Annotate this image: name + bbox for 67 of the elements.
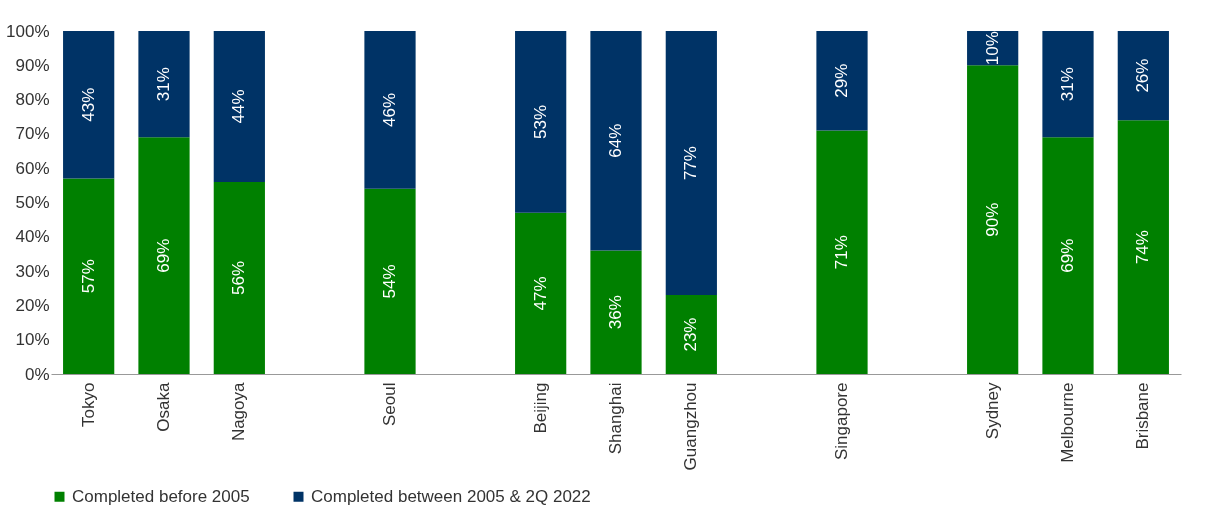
- bar: [138, 137, 190, 374]
- x-tick-label: Shanghai: [606, 382, 625, 455]
- data-label: 90%: [982, 202, 1002, 237]
- bar: [816, 31, 868, 131]
- bar: [665, 295, 717, 374]
- data-label: 53%: [530, 104, 550, 139]
- bar: [1042, 137, 1094, 374]
- y-tick-label: 60%: [15, 158, 50, 178]
- data-label: 29%: [832, 63, 851, 98]
- bar: [213, 31, 265, 182]
- x-tick-label: Beijing: [530, 382, 550, 434]
- data-label: 23%: [681, 317, 701, 352]
- x-tick-label: Seoul: [380, 382, 399, 426]
- x-tick-label: Singapore: [832, 382, 851, 461]
- bar: [213, 181, 265, 374]
- legend-label: Completed between 2005 & 2Q 2022: [311, 486, 591, 506]
- x-tick-label: Sydney: [982, 382, 1002, 440]
- bar: [590, 31, 642, 251]
- y-tick-label: 10%: [15, 330, 50, 350]
- x-tick-label: Nagoya: [229, 381, 249, 442]
- y-tick-label: 30%: [15, 261, 50, 281]
- y-tick-label: 80%: [15, 90, 50, 110]
- bar: [665, 31, 717, 296]
- data-label: 71%: [832, 235, 851, 270]
- y-tick-label: 70%: [15, 124, 50, 144]
- data-label: 56%: [229, 260, 249, 295]
- y-tick-label: 50%: [15, 193, 50, 212]
- x-tick-label: Osaka: [154, 381, 173, 432]
- bar: [63, 178, 115, 374]
- data-label: 57%: [78, 259, 98, 294]
- data-label: 31%: [154, 67, 173, 102]
- data-label: 46%: [380, 92, 399, 127]
- data-label: 10%: [982, 31, 1002, 66]
- x-tick-label: Brisbane: [1133, 382, 1153, 450]
- x-tick-label: Tokyo: [78, 382, 98, 427]
- x-tick-label: Guangzhou: [681, 382, 701, 471]
- bar: [364, 188, 416, 374]
- bar: [1042, 31, 1094, 138]
- data-label: 26%: [1133, 58, 1153, 93]
- bar: [1117, 120, 1169, 374]
- data-label: 64%: [606, 123, 625, 158]
- y-tick-label: 20%: [15, 295, 50, 315]
- x-tick-label: Melbourne: [1058, 382, 1077, 463]
- data-label: 47%: [530, 276, 550, 311]
- bar: [515, 212, 567, 374]
- data-label: 44%: [229, 89, 249, 124]
- legend-label: Completed before 2005: [72, 486, 250, 506]
- data-label: 36%: [606, 295, 625, 330]
- bar: [63, 31, 115, 179]
- y-tick-label: 90%: [15, 55, 50, 75]
- bar: [816, 130, 868, 374]
- y-tick-label: 100%: [6, 21, 50, 41]
- data-label: 74%: [1133, 230, 1153, 265]
- data-label: 77%: [681, 146, 701, 181]
- bar: [138, 31, 190, 138]
- y-tick-label: 40%: [15, 227, 50, 247]
- data-label: 43%: [78, 87, 98, 122]
- bar: [364, 31, 416, 189]
- y-tick-label: 0%: [24, 364, 50, 384]
- data-label: 31%: [1058, 67, 1077, 102]
- bar: [967, 65, 1019, 374]
- data-label: 69%: [1058, 238, 1077, 273]
- data-label: 69%: [154, 238, 173, 273]
- bar: [515, 31, 567, 213]
- bar: [1117, 31, 1169, 121]
- data-label: 54%: [380, 264, 399, 299]
- bar: [590, 250, 642, 374]
